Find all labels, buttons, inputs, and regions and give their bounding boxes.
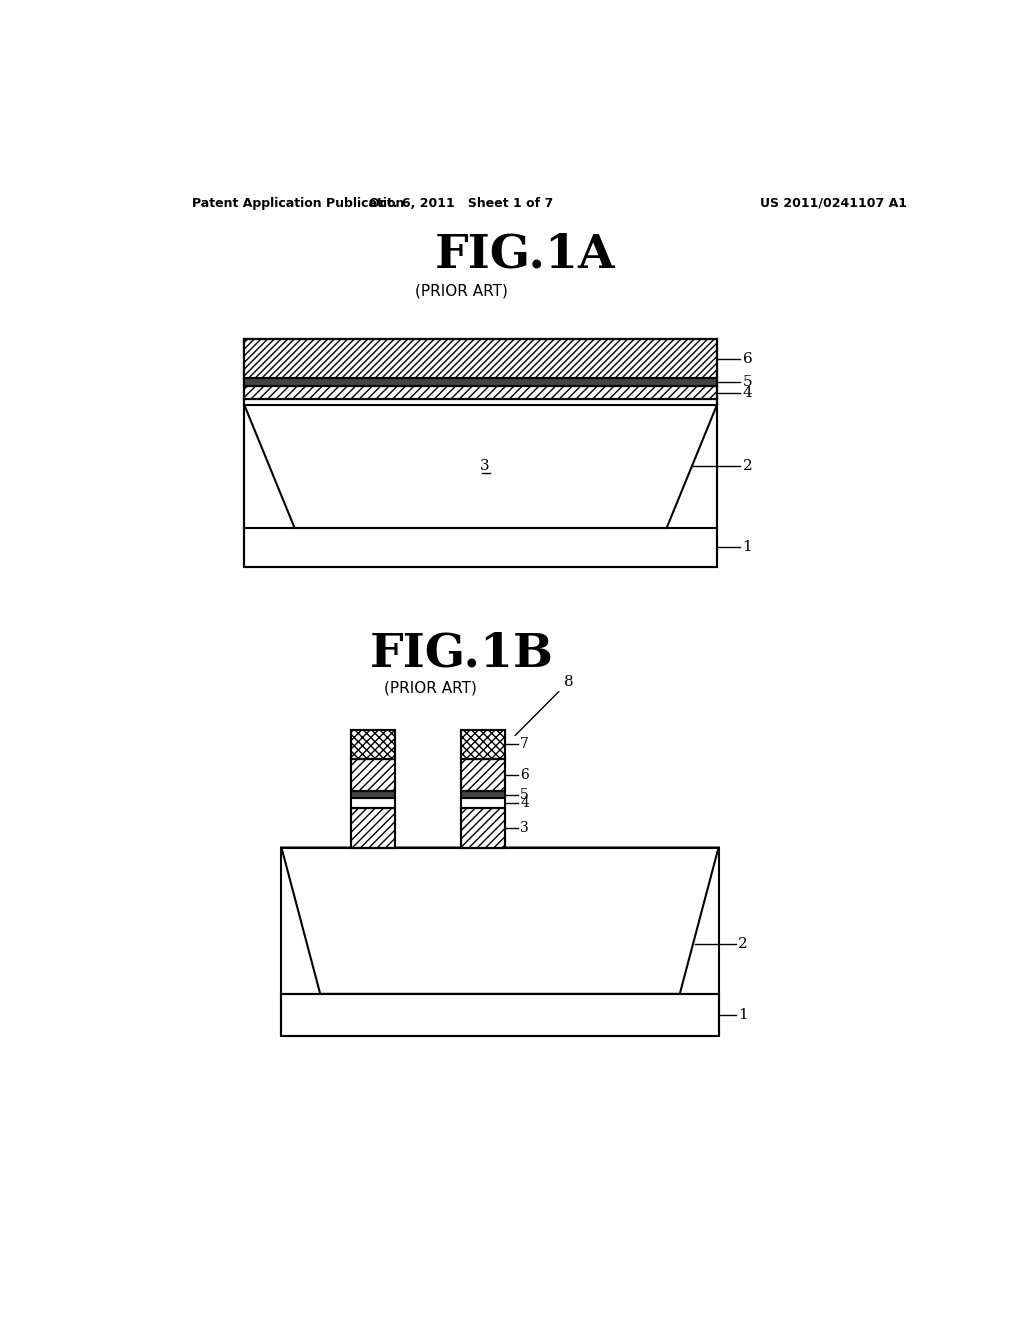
Bar [461, 759, 506, 792]
Text: 3: 3 [479, 459, 489, 474]
Bar [351, 808, 395, 847]
Bar [282, 847, 719, 1036]
Text: Oct. 6, 2011   Sheet 1 of 7: Oct. 6, 2011 Sheet 1 of 7 [369, 197, 553, 210]
Text: 5: 5 [520, 788, 529, 801]
Text: FIG.1B: FIG.1B [370, 631, 553, 677]
Bar [461, 759, 506, 792]
Polygon shape [245, 405, 717, 528]
Polygon shape [282, 847, 719, 994]
Text: 4: 4 [742, 385, 753, 400]
Bar [351, 730, 395, 759]
Text: US 2011/0241107 A1: US 2011/0241107 A1 [760, 197, 906, 210]
Bar [351, 799, 395, 808]
Bar [461, 730, 506, 759]
Bar [245, 339, 717, 566]
Bar [461, 730, 506, 759]
Text: 7: 7 [520, 738, 529, 751]
Text: 1: 1 [738, 1008, 748, 1022]
Bar [245, 339, 717, 378]
Text: 4: 4 [520, 796, 529, 810]
Bar [245, 387, 717, 400]
Text: FIG.1A: FIG.1A [434, 231, 615, 277]
Bar [351, 759, 395, 792]
Bar [245, 339, 717, 378]
Text: 6: 6 [520, 768, 529, 783]
Text: 2: 2 [738, 937, 748, 950]
Bar [351, 730, 395, 759]
Bar [282, 994, 719, 1036]
Bar [245, 339, 717, 566]
Bar [461, 730, 506, 759]
Text: (PRIOR ART): (PRIOR ART) [384, 681, 477, 696]
Bar [461, 808, 506, 847]
Bar [461, 799, 506, 808]
Bar [245, 339, 717, 378]
Bar [351, 730, 395, 759]
Text: 8: 8 [515, 675, 573, 735]
Bar [245, 387, 717, 400]
Bar [351, 759, 395, 792]
Text: (PRIOR ART): (PRIOR ART) [415, 284, 508, 298]
Text: Patent Application Publication: Patent Application Publication [191, 197, 403, 210]
Bar [461, 792, 506, 799]
Bar [351, 759, 395, 792]
Bar [461, 759, 506, 792]
Text: 2: 2 [742, 459, 753, 474]
Bar [461, 808, 506, 847]
Bar [351, 792, 395, 799]
Bar [461, 808, 506, 847]
Text: 3: 3 [520, 821, 529, 834]
Text: 1: 1 [742, 540, 753, 554]
Text: 6: 6 [742, 351, 753, 366]
Bar [245, 400, 717, 405]
Bar [245, 378, 717, 387]
Bar [351, 808, 395, 847]
Text: 5: 5 [742, 375, 753, 389]
Bar [245, 387, 717, 400]
Bar [351, 808, 395, 847]
